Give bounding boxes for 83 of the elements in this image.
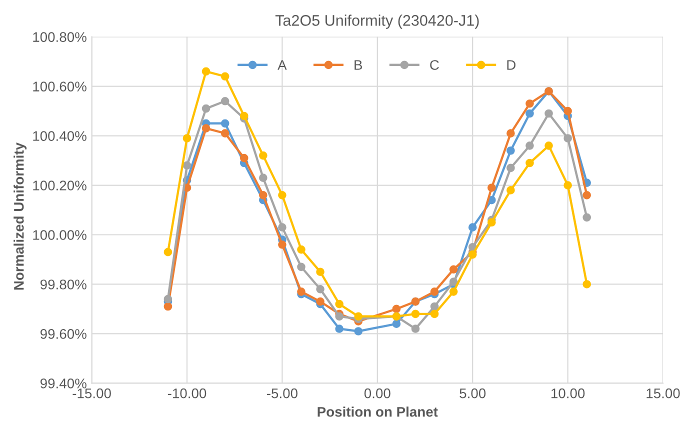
- x-tick-label: -10.00: [168, 388, 206, 398]
- point: [487, 184, 496, 192]
- point: [316, 268, 324, 276]
- point: [240, 112, 248, 120]
- point: [316, 297, 324, 306]
- point: [258, 151, 268, 160]
- legend-label: C: [430, 60, 439, 70]
- point: [278, 240, 286, 249]
- point: [468, 250, 477, 259]
- point: [164, 294, 172, 304]
- point: [506, 186, 515, 194]
- point: [182, 134, 192, 142]
- point: [164, 248, 172, 256]
- x-tick-label: 10.00: [551, 388, 585, 398]
- point: [335, 312, 344, 321]
- point: [468, 223, 477, 232]
- point: [411, 310, 420, 318]
- y-tick-label: 100.20%: [33, 180, 86, 190]
- point: [449, 278, 458, 286]
- y-axis-title: Normalized Uniformity: [14, 142, 27, 290]
- x-tick-label: 15.00: [646, 388, 680, 398]
- y-tick-label: 100.80%: [33, 32, 86, 42]
- point: [202, 124, 210, 133]
- point: [278, 190, 286, 200]
- y-tick-label: 100.40%: [33, 131, 86, 141]
- point: [220, 119, 230, 128]
- point: [316, 285, 324, 294]
- point: [564, 106, 572, 116]
- x-tick-label: 0.00: [364, 388, 390, 398]
- chart-title: Ta2O5 Uniformity (230420-J1): [275, 14, 479, 29]
- point: [526, 142, 534, 150]
- point: [354, 327, 363, 336]
- point: [220, 96, 230, 106]
- point: [202, 104, 210, 113]
- point: [240, 154, 248, 162]
- y-tick-label: 100.00%: [33, 230, 86, 240]
- point: [449, 287, 458, 296]
- point: [526, 99, 534, 108]
- point: [297, 245, 306, 254]
- x-tick-label: -5.00: [266, 388, 298, 398]
- legend-label: B: [354, 60, 362, 70]
- point: [506, 146, 515, 155]
- point: [297, 287, 306, 296]
- y-tick-label: 99.40%: [40, 378, 86, 388]
- point: [182, 161, 192, 170]
- point: [564, 134, 572, 142]
- point: [258, 190, 268, 200]
- point: [582, 190, 592, 200]
- point: [506, 129, 515, 138]
- point: [564, 181, 572, 190]
- point: [449, 265, 458, 274]
- legend-label: D: [507, 60, 516, 70]
- point: [164, 302, 172, 311]
- point: [354, 312, 363, 321]
- point: [430, 287, 439, 296]
- point: [506, 164, 515, 172]
- point: [430, 302, 439, 311]
- point: [582, 213, 592, 222]
- y-tick-label: 99.80%: [40, 280, 86, 290]
- x-axis-title: Position on Planet: [318, 406, 438, 417]
- point: [526, 158, 534, 168]
- point: [487, 218, 496, 227]
- point: [526, 109, 534, 118]
- point: [544, 142, 553, 150]
- legend-label: A: [278, 60, 287, 70]
- point: [297, 262, 306, 272]
- point: [411, 324, 420, 333]
- point: [392, 304, 401, 314]
- point: [220, 129, 230, 138]
- point: [430, 310, 439, 318]
- point: [392, 320, 401, 328]
- y-tick-label: 99.60%: [40, 329, 86, 339]
- point: [202, 67, 210, 76]
- y-tick-label: 100.60%: [33, 82, 86, 92]
- x-tick-label: 5.00: [460, 388, 486, 398]
- point: [220, 72, 230, 81]
- point: [335, 324, 344, 333]
- point: [278, 223, 286, 232]
- point: [335, 300, 344, 308]
- point: [582, 280, 592, 288]
- x-tick-label: -15.00: [72, 388, 111, 398]
- point: [258, 174, 268, 182]
- point: [544, 109, 553, 118]
